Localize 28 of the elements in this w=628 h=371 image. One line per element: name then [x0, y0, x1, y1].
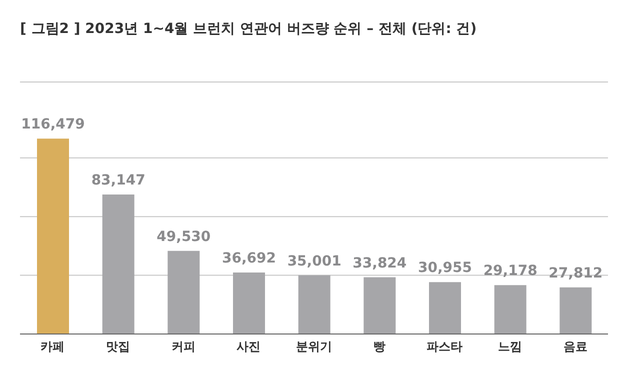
x-tick-label: 커피	[171, 340, 196, 354]
bar	[233, 272, 265, 334]
bar	[494, 285, 526, 334]
chart-title: [ 그림2 ] 2023년 1~4월 브런치 연관어 버즈량 순위 – 전체 (단위: 건)	[19, 20, 478, 39]
bar	[298, 275, 330, 334]
data-label: 29,178	[483, 263, 538, 280]
x-tick-label: 맛집	[106, 340, 130, 354]
data-label: 83,147	[91, 172, 146, 189]
x-tick-label: 분위기	[296, 340, 332, 354]
data-label: 49,530	[156, 228, 211, 245]
data-label: 33,824	[352, 255, 407, 272]
bar	[37, 138, 69, 334]
data-label: 36,692	[222, 250, 276, 266]
data-label: 30,955	[418, 260, 472, 276]
data-label: 27,812	[548, 265, 603, 282]
data-label: 35,001	[287, 253, 342, 270]
x-tick-label: 파스타	[426, 340, 463, 354]
bar	[168, 250, 200, 334]
x-tick-label: 음료	[563, 340, 588, 354]
x-tick-label: 빵	[373, 340, 386, 354]
x-tick-label: 카페	[40, 340, 65, 354]
bar	[429, 282, 461, 334]
data-label: 116,479	[21, 116, 85, 133]
bar	[364, 277, 396, 334]
bar	[102, 194, 134, 334]
x-tick-label: 느낌	[498, 340, 522, 354]
bar	[560, 287, 592, 334]
x-tick-label: 사진	[236, 340, 261, 354]
